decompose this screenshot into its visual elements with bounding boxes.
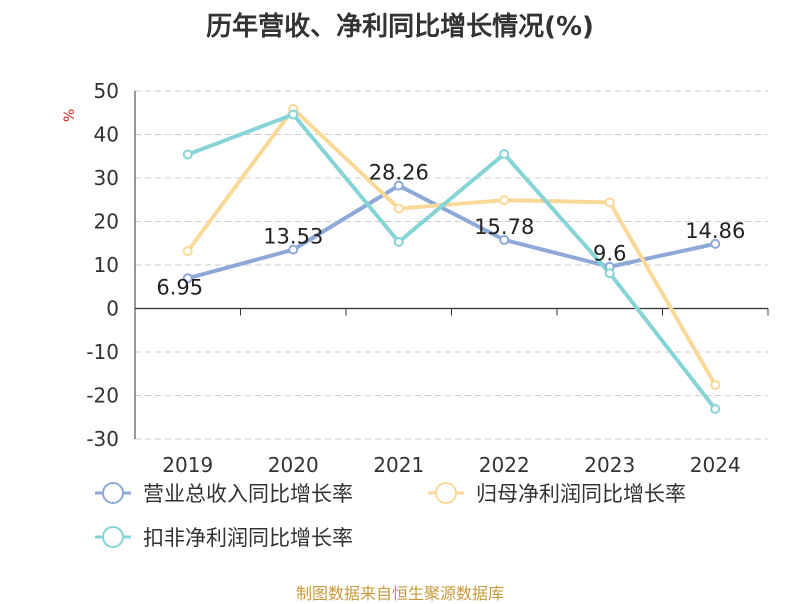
legend-label-2: 归母净利润同比增长率 (476, 482, 686, 506)
series-2-point (182, 246, 193, 257)
series-2-point (604, 197, 615, 208)
x-tick-label: 2020 (268, 453, 319, 477)
y-tick-label: 0 (106, 297, 119, 321)
legend-marker-1 (102, 482, 124, 504)
data-label: 15.78 (474, 215, 534, 239)
series-1-point (182, 273, 193, 284)
x-tick-label: 2023 (584, 453, 635, 477)
series-2-point (393, 203, 404, 214)
legend-label-1: 营业总收入同比增长率 (143, 482, 353, 506)
legend-marker-2 (435, 482, 457, 504)
series-1-point (499, 234, 510, 245)
data-label: 9.6 (593, 242, 626, 266)
y-tick-label: 30 (94, 166, 119, 190)
x-tick-label: 2024 (690, 453, 741, 477)
series-line-2 (186, 106, 717, 387)
y-tick-label: -10 (86, 340, 119, 364)
data-label: 13.53 (263, 225, 323, 249)
series-3-point (710, 403, 721, 414)
series-3-point (393, 236, 404, 247)
y-tick-label: 20 (94, 210, 119, 234)
series-line-3 (187, 112, 717, 411)
series-2-point (710, 380, 721, 391)
series-line-1 (187, 183, 716, 281)
series-2-point (499, 195, 510, 206)
y-tick-label: -20 (86, 384, 119, 408)
y-tick-label: -30 (86, 427, 119, 451)
data-label: 14.86 (685, 219, 745, 243)
series-3-point (182, 149, 193, 160)
x-tick-label: 2021 (373, 453, 424, 477)
series-1-point (393, 180, 404, 191)
series-3-point (288, 109, 299, 120)
y-tick-label: 10 (94, 253, 119, 277)
data-label: 28.26 (369, 161, 429, 185)
y-tick-label: 50 (94, 79, 119, 103)
source-note: 制图数据来自恒生聚源数据库 (295, 584, 504, 603)
x-tick-label: 2019 (162, 453, 213, 477)
chart-title: 历年营收、净利同比增长情况(%) (206, 12, 594, 42)
series-1-point (288, 244, 299, 255)
y-tick-label: 40 (94, 123, 119, 147)
data-label: 6.95 (156, 275, 203, 299)
series-1-point (710, 238, 721, 249)
x-tick-label: 2022 (479, 453, 530, 477)
legend-marker-3 (102, 526, 124, 548)
series-3-point (499, 149, 510, 160)
series-3-point (604, 268, 615, 279)
legend-label-3: 扣非净利润同比增长率 (143, 526, 353, 550)
